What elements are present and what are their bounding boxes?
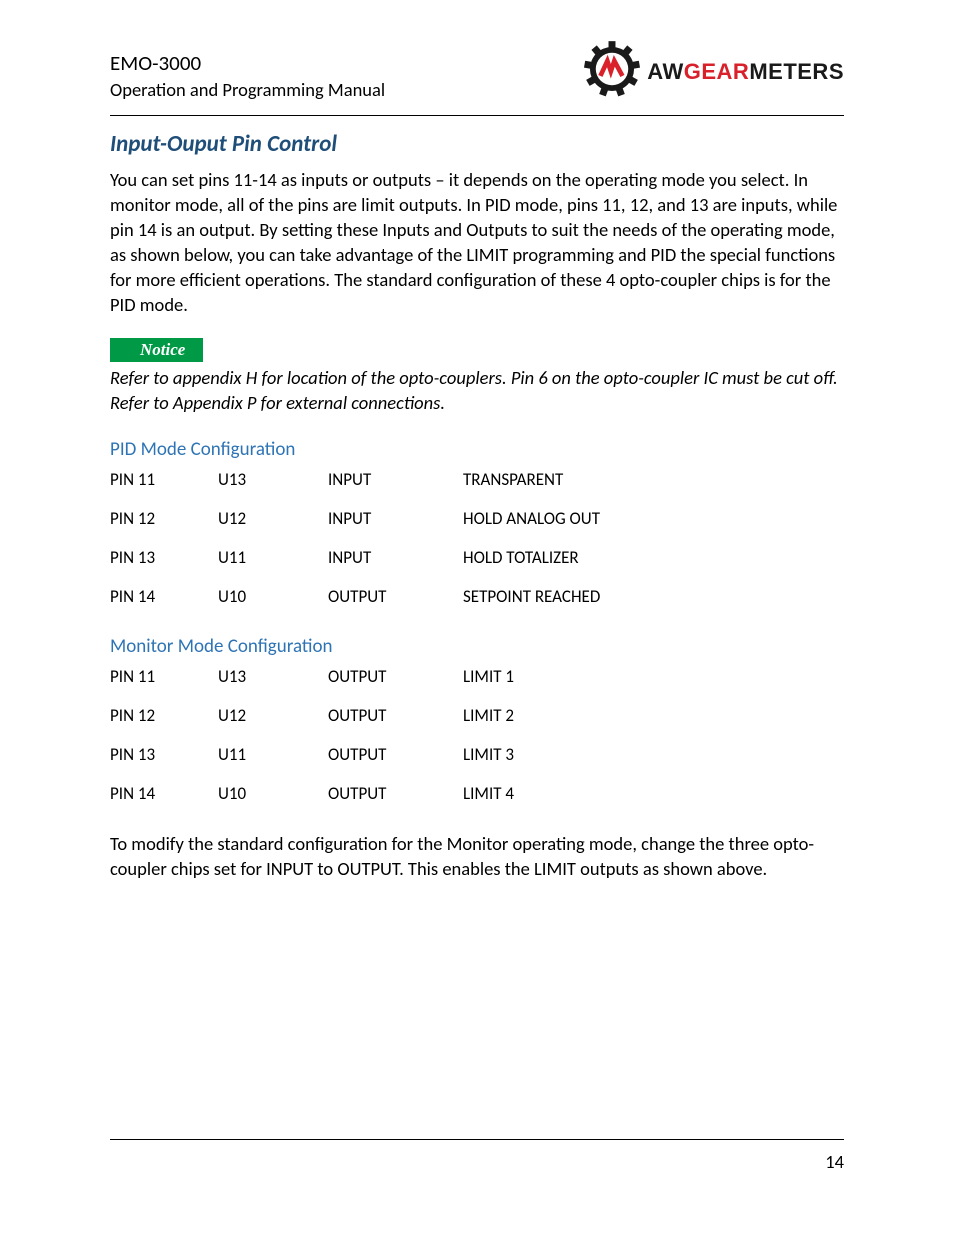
table-row: PIN 13 U11 OUTPUT LIMIT 3 bbox=[110, 744, 844, 765]
table-row: PIN 14 U10 OUTPUT SETPOINT REACHED bbox=[110, 586, 844, 607]
doc-subtitle: Operation and Programming Manual bbox=[110, 78, 385, 101]
page-number: 14 bbox=[825, 1150, 844, 1173]
brand-logo: AWGEARMETERS bbox=[583, 40, 844, 103]
cell-dir: OUTPUT bbox=[328, 705, 463, 726]
doc-title: EMO-3000 bbox=[110, 50, 385, 76]
cell-pin: PIN 13 bbox=[110, 547, 218, 568]
cell-func: LIMIT 1 bbox=[463, 666, 844, 687]
closing-paragraph: To modify the standard configuration for… bbox=[110, 832, 844, 882]
cell-chip: U11 bbox=[218, 547, 328, 568]
cell-func: TRANSPARENT bbox=[463, 469, 844, 490]
cell-chip: U12 bbox=[218, 508, 328, 529]
cell-chip: U11 bbox=[218, 744, 328, 765]
cell-chip: U13 bbox=[218, 666, 328, 687]
monitor-table: PIN 11 U13 OUTPUT LIMIT 1 PIN 12 U12 OUT… bbox=[110, 666, 844, 804]
page-content: EMO-3000 Operation and Programming Manua… bbox=[0, 0, 954, 882]
brand-text: AWGEARMETERS bbox=[647, 59, 844, 85]
cell-func: LIMIT 3 bbox=[463, 744, 844, 765]
cell-func: HOLD ANALOG OUT bbox=[463, 508, 844, 529]
pid-heading: PID Mode Configuration bbox=[110, 438, 844, 461]
cell-dir: OUTPUT bbox=[328, 586, 463, 607]
cell-pin: PIN 14 bbox=[110, 586, 218, 607]
cell-chip: U10 bbox=[218, 783, 328, 804]
cell-func: LIMIT 2 bbox=[463, 705, 844, 726]
cell-dir: OUTPUT bbox=[328, 744, 463, 765]
cell-dir: INPUT bbox=[328, 469, 463, 490]
cell-func: LIMIT 4 bbox=[463, 783, 844, 804]
cell-chip: U10 bbox=[218, 586, 328, 607]
gear-logo-icon bbox=[583, 40, 641, 103]
table-row: PIN 11 U13 OUTPUT LIMIT 1 bbox=[110, 666, 844, 687]
cell-pin: PIN 11 bbox=[110, 469, 218, 490]
header-left: EMO-3000 Operation and Programming Manua… bbox=[110, 40, 385, 101]
notice-text: Refer to appendix H for location of the … bbox=[110, 366, 844, 416]
table-row: PIN 13 U11 INPUT HOLD TOTALIZER bbox=[110, 547, 844, 568]
table-row: PIN 11 U13 INPUT TRANSPARENT bbox=[110, 469, 844, 490]
monitor-heading: Monitor Mode Configuration bbox=[110, 635, 844, 658]
section-title: Input-Ouput Pin Control bbox=[110, 130, 844, 158]
cell-dir: INPUT bbox=[328, 508, 463, 529]
cell-pin: PIN 14 bbox=[110, 783, 218, 804]
table-row: PIN 12 U12 INPUT HOLD ANALOG OUT bbox=[110, 508, 844, 529]
cell-pin: PIN 11 bbox=[110, 666, 218, 687]
cell-pin: PIN 12 bbox=[110, 508, 218, 529]
cell-dir: OUTPUT bbox=[328, 666, 463, 687]
pid-table: PIN 11 U13 INPUT TRANSPARENT PIN 12 U12 … bbox=[110, 469, 844, 607]
brand-aw: AW bbox=[647, 59, 683, 84]
notice-badge: Notice bbox=[110, 338, 203, 362]
cell-pin: PIN 12 bbox=[110, 705, 218, 726]
cell-chip: U12 bbox=[218, 705, 328, 726]
cell-pin: PIN 13 bbox=[110, 744, 218, 765]
cell-dir: INPUT bbox=[328, 547, 463, 568]
cell-chip: U13 bbox=[218, 469, 328, 490]
cell-dir: OUTPUT bbox=[328, 783, 463, 804]
brand-meters: METERS bbox=[749, 59, 844, 84]
notice-block: Notice Refer to appendix H for location … bbox=[110, 338, 844, 416]
table-row: PIN 14 U10 OUTPUT LIMIT 4 bbox=[110, 783, 844, 804]
intro-paragraph: You can set pins 11-14 as inputs or outp… bbox=[110, 168, 844, 318]
cell-func: HOLD TOTALIZER bbox=[463, 547, 844, 568]
cell-func: SETPOINT REACHED bbox=[463, 586, 844, 607]
footer-rule bbox=[110, 1139, 844, 1140]
table-row: PIN 12 U12 OUTPUT LIMIT 2 bbox=[110, 705, 844, 726]
brand-gear: GEAR bbox=[684, 59, 750, 84]
page-header: EMO-3000 Operation and Programming Manua… bbox=[110, 40, 844, 116]
